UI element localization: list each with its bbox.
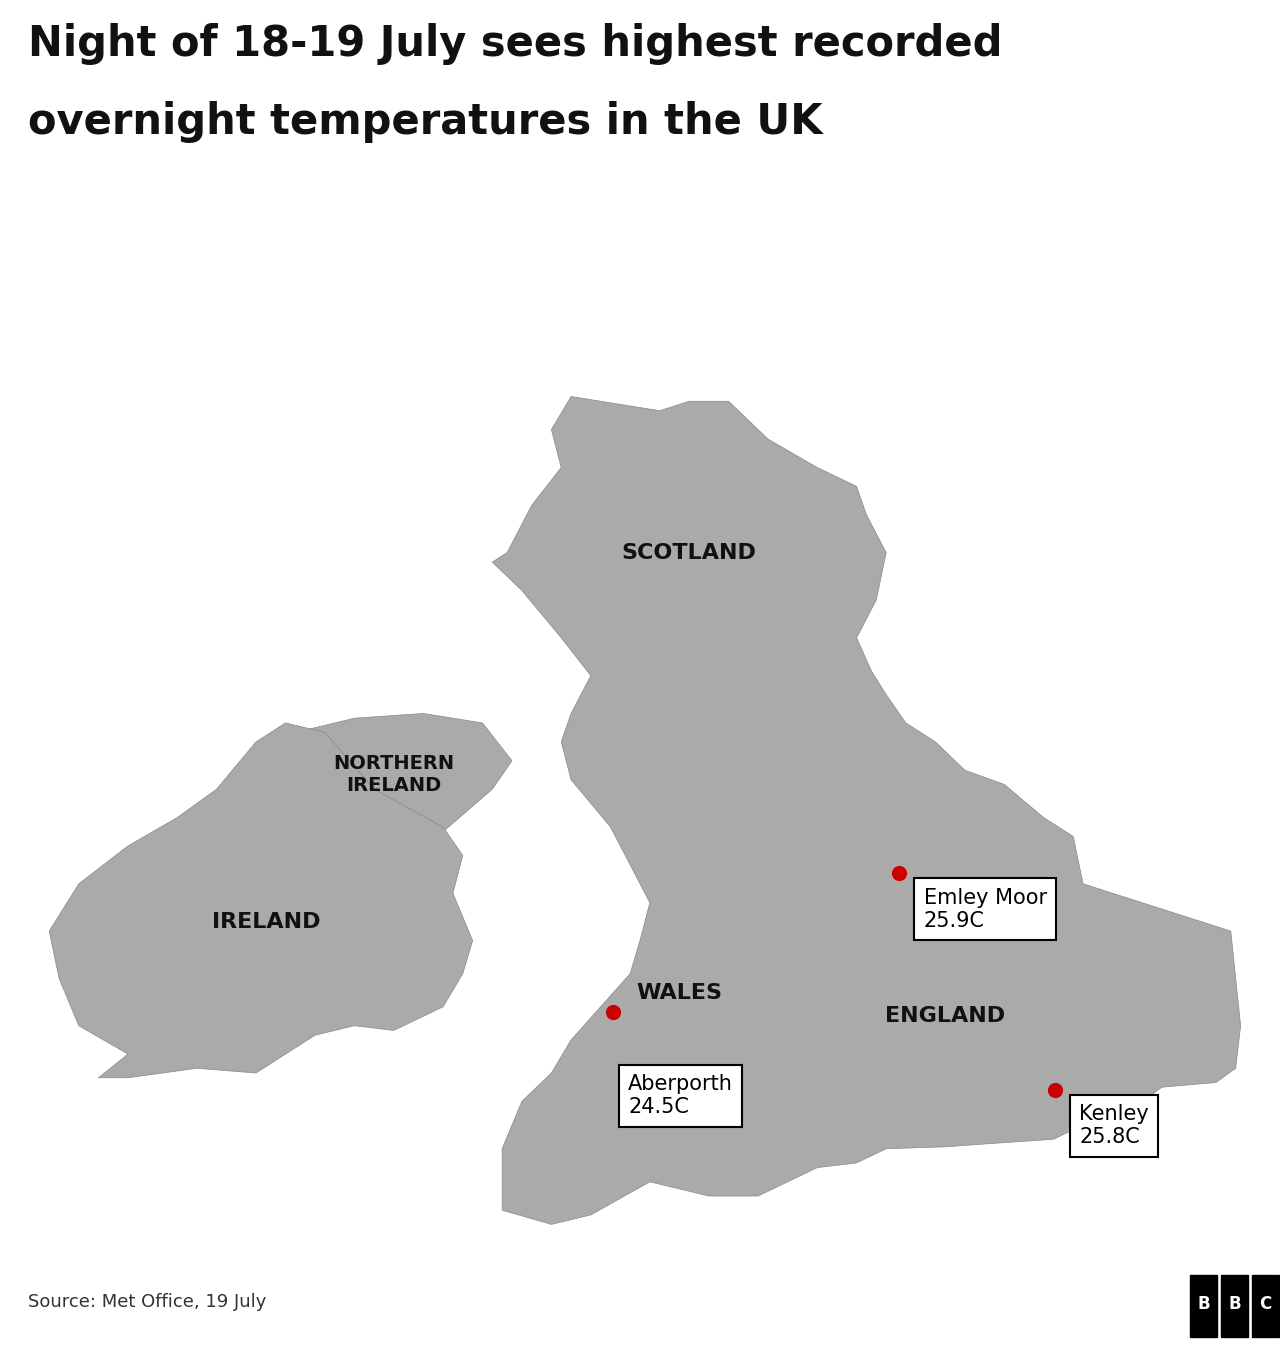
Text: WALES: WALES — [636, 983, 722, 1003]
FancyBboxPatch shape — [1190, 1276, 1217, 1336]
Point — [888, 863, 909, 884]
Text: Aberporth
24.5C: Aberporth 24.5C — [628, 1075, 733, 1118]
Text: SCOTLAND: SCOTLAND — [622, 543, 756, 563]
FancyBboxPatch shape — [1221, 1276, 1248, 1336]
Point — [603, 1002, 623, 1023]
Text: B: B — [1198, 1296, 1210, 1314]
Text: ENGLAND: ENGLAND — [886, 1006, 1005, 1026]
Text: C: C — [1260, 1296, 1271, 1314]
Text: overnight temperatures in the UK: overnight temperatures in the UK — [28, 101, 823, 143]
Text: Kenley
25.8C: Kenley 25.8C — [1079, 1104, 1149, 1148]
Text: Emley Moor
25.9C: Emley Moor 25.9C — [924, 887, 1047, 930]
Text: Source: Met Office, 19 July: Source: Met Office, 19 July — [28, 1293, 266, 1311]
Point — [1044, 1079, 1065, 1100]
FancyBboxPatch shape — [1252, 1276, 1279, 1336]
Text: Night of 18-19 July sees highest recorded: Night of 18-19 July sees highest recorde… — [28, 23, 1002, 65]
Text: B: B — [1229, 1296, 1240, 1314]
Text: IRELAND: IRELAND — [211, 911, 320, 932]
Text: NORTHERN
IRELAND: NORTHERN IRELAND — [333, 755, 454, 795]
